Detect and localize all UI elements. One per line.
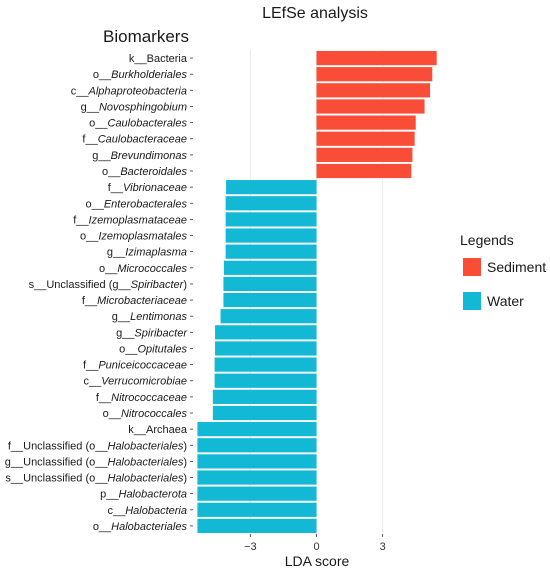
category-label-29: o__Halobacteriales (93, 521, 188, 533)
chart-title: LEfSe analysis (262, 5, 368, 22)
category-label-22: o__Nitrococcales (103, 408, 188, 420)
category-label-28: c__Halobacteria (107, 505, 187, 517)
category-label-23: k__Archaea (128, 424, 188, 436)
bar-23 (197, 422, 317, 437)
category-label-6: g__Brevundimonas (92, 150, 187, 162)
bar-15 (223, 292, 317, 308)
legend-label-sediment: Sediment (487, 259, 546, 275)
bar-8 (226, 180, 317, 195)
bar-18 (215, 341, 317, 356)
legend: Legends Sediment Water (460, 232, 546, 310)
category-label-27: p__Halobacterota (100, 489, 187, 501)
bar-24 (197, 438, 317, 453)
category-label-26: s__Unclassified (o__Halobacteriales) (5, 473, 187, 485)
bar-2 (316, 83, 431, 98)
category-label-0: k__Bacteria (129, 53, 188, 65)
bar-27 (197, 486, 317, 501)
category-label-2: c__Alphaproteobacteria (71, 85, 187, 97)
legend-title: Legends (460, 232, 514, 248)
x-axis-ticks: −3 0 3 (244, 534, 386, 553)
category-label-19: f__Puniceicoccaceae (83, 360, 187, 372)
category-label-3: g__Novosphingobium (81, 101, 187, 113)
category-label-5: f__Caulobacteraceae (82, 134, 187, 146)
category-label-21: f__Nitrococcaceae (96, 392, 187, 404)
category-labels: k__Bacteria o__Burkholderiales c__Alphapro… (5, 53, 193, 533)
category-label-8: f__Vibrionaceae (108, 182, 187, 194)
bar-9 (225, 196, 317, 211)
bar-22 (212, 405, 317, 421)
bar-28 (197, 502, 317, 517)
bar-20 (214, 373, 317, 388)
bar-1 (316, 67, 433, 82)
category-label-15: f__Microbacteriaceae (82, 295, 187, 307)
category-label-11: o__Izemoplasmatales (80, 231, 188, 243)
x-tick-label-1: 0 (313, 541, 319, 553)
category-label-13: o__Micrococcales (99, 263, 188, 275)
category-label-16: g__Lentimonas (112, 311, 188, 323)
category-label-12: g__Izimaplasma (107, 247, 187, 259)
bar-21 (212, 389, 317, 404)
bar-16 (220, 309, 317, 324)
category-label-4: o__Caulobacterales (89, 118, 187, 130)
bar-0 (316, 50, 437, 66)
category-label-17: g__Spiribacter (116, 327, 188, 339)
category-label-9: o__Enterobacterales (85, 198, 187, 210)
category-label-1: o__Burkholderiales (93, 69, 188, 81)
category-label-7: o__Bacteroidales (102, 166, 188, 178)
grid-lines (249, 50, 384, 534)
category-label-25: g__Unclassified (o__Halobacteriales) (5, 456, 187, 468)
bar-29 (197, 518, 317, 534)
bar-19 (214, 357, 317, 372)
x-tick-label-0: −3 (244, 541, 257, 553)
category-label-24: f__Unclassified (o__Halobacteriales) (8, 440, 187, 452)
legend-swatch-sediment (463, 258, 481, 276)
bars (197, 50, 437, 534)
bar-4 (316, 115, 416, 130)
x-tick-label-2: 3 (380, 541, 386, 553)
bar-26 (197, 470, 317, 485)
x-axis-title: LDA score (285, 553, 350, 569)
biomarkers-header: Biomarkers (103, 27, 189, 46)
legend-swatch-water (463, 292, 481, 310)
bar-13 (223, 260, 317, 275)
bar-14 (223, 276, 317, 292)
legend-label-water: Water (487, 293, 524, 309)
bar-11 (225, 228, 317, 243)
bar-5 (316, 131, 415, 146)
bar-7 (316, 163, 412, 179)
category-label-14: s__Unclassified (g__Spiribacter) (29, 279, 187, 291)
bar-12 (225, 244, 317, 259)
bar-17 (215, 325, 317, 340)
category-label-20: c__Verrucomicrobiae (83, 376, 187, 388)
bar-3 (316, 99, 425, 114)
category-label-18: o__Opitutales (119, 343, 187, 355)
bar-25 (197, 454, 317, 469)
category-label-10: f__Izemoplasmataceae (73, 214, 187, 226)
bar-10 (225, 212, 317, 227)
bar-6 (316, 147, 413, 162)
